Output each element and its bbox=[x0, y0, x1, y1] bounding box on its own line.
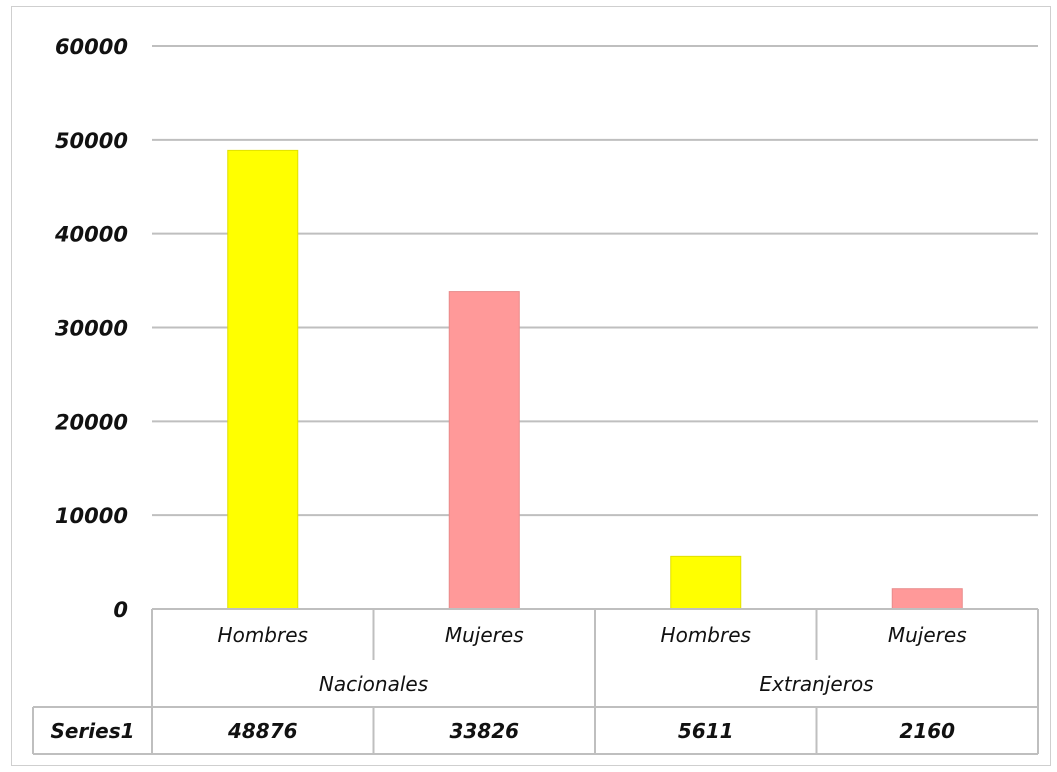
y-tick-label: 30000 bbox=[55, 317, 128, 341]
category-label: Mujeres bbox=[445, 623, 524, 647]
group-label: Extranjeros bbox=[759, 672, 873, 696]
data-table-value: 2160 bbox=[899, 719, 955, 743]
category-label: Hombres bbox=[661, 623, 751, 647]
y-tick-label: 20000 bbox=[55, 410, 128, 434]
bar bbox=[227, 149, 299, 610]
data-table-value: 5611 bbox=[678, 719, 734, 743]
data-table-value: 48876 bbox=[227, 719, 298, 743]
group-label: Nacionales bbox=[319, 672, 428, 696]
category-labels: Hombres Mujeres Hombres Mujeres bbox=[218, 623, 967, 647]
data-table: Series1 48876 33826 5611 2160 bbox=[50, 719, 955, 743]
y-tick-label: 50000 bbox=[55, 129, 128, 153]
group-labels: Nacionales Extranjeros bbox=[319, 672, 874, 696]
y-tick-label: 40000 bbox=[54, 223, 128, 247]
bar bbox=[891, 588, 963, 610]
category-label: Mujeres bbox=[888, 623, 967, 647]
bar bbox=[670, 555, 742, 610]
category-label: Hombres bbox=[218, 623, 308, 647]
gridlines bbox=[152, 45, 1038, 517]
chart-frame bbox=[11, 6, 1051, 766]
y-tick-label: 0 bbox=[113, 598, 128, 622]
bar bbox=[448, 291, 520, 610]
data-table-value: 33826 bbox=[449, 719, 519, 743]
y-tick-label: 60000 bbox=[55, 35, 128, 59]
data-table-series-label: Series1 bbox=[50, 719, 134, 743]
y-tick-label: 10000 bbox=[55, 504, 128, 528]
bars bbox=[227, 149, 963, 610]
y-axis-tick-labels: 0 10000 20000 30000 40000 50000 60000 bbox=[54, 35, 128, 622]
category-table-lines bbox=[32, 608, 1039, 755]
